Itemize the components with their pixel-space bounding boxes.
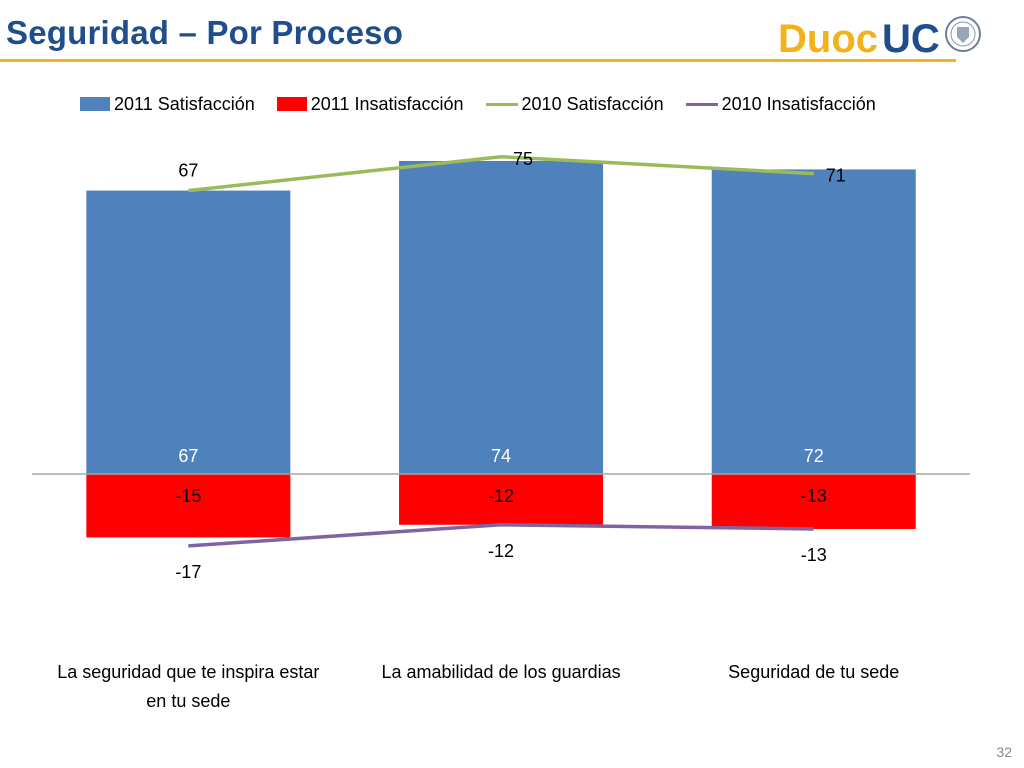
- data-label-2011-insatisfaccion: -12: [488, 486, 514, 506]
- data-label-2011-insatisfaccion: -13: [801, 486, 827, 506]
- data-label-2010-satisfaccion: 67: [178, 161, 198, 181]
- page-title: Seguridad – Por Proceso: [6, 14, 404, 51]
- data-label-2011-insatisfaccion: -15: [175, 486, 201, 506]
- data-label-2010-insatisfaccion: -13: [801, 545, 827, 565]
- legend-swatch-bar-blue: [80, 97, 110, 111]
- logo-seal-icon: [945, 16, 981, 52]
- page-number: 32: [996, 744, 1012, 760]
- data-label-2010-insatisfaccion: -17: [175, 562, 201, 582]
- title-underline: [0, 59, 956, 62]
- data-label-2010-insatisfaccion: -12: [488, 541, 514, 561]
- duoc-uc-logo: Duoc UC: [778, 16, 981, 60]
- legend-swatch-line-green: [485, 102, 518, 106]
- logo-uc-text: UC: [882, 17, 940, 60]
- bar-2011-insatisfaccion: [86, 474, 291, 538]
- legend-swatch-line-purple: [685, 102, 718, 106]
- bar-2011-satisfaccion: [399, 160, 604, 475]
- category-tick-label: La seguridad que te inspira estar: [57, 662, 319, 682]
- bar-2011-satisfaccion: [86, 190, 291, 474]
- bar-2011-insatisfaccion: [711, 474, 916, 529]
- legend-item-2011-satisfaccion: 2011 Satisfacción: [80, 94, 255, 115]
- data-label-2010-satisfaccion: 71: [826, 166, 846, 186]
- data-label-2011-satisfaccion: 67: [178, 446, 198, 466]
- bar-2011-satisfaccion: [711, 169, 916, 474]
- chart-legend: 2011 Satisfacción 2011 Insatisfacción 20…: [80, 90, 876, 118]
- data-label-2011-satisfaccion: 72: [804, 446, 824, 466]
- bar-2011-insatisfaccion: [399, 474, 604, 525]
- legend-label: 2010 Satisfacción: [521, 93, 664, 114]
- category-tick-label: en tu sede: [146, 691, 230, 711]
- legend-swatch-bar-red: [276, 97, 307, 111]
- legend-label: 2011 Insatisfacción: [310, 93, 464, 114]
- legend-label: 2010 Insatisfacción: [721, 93, 876, 114]
- data-label-2010-satisfaccion: 75: [513, 149, 533, 169]
- legend-label: 2011 Satisfacción: [114, 93, 255, 114]
- category-tick-label: Seguridad de tu sede: [728, 662, 899, 682]
- legend-item-2010-insatisfaccion: 2010 Insatisfacción: [685, 93, 876, 115]
- legend-item-2010-satisfaccion: 2010 Satisfacción: [485, 93, 664, 115]
- data-label-2011-satisfaccion: 74: [491, 446, 511, 466]
- category-tick-label: La amabilidad de los guardias: [381, 662, 620, 682]
- legend-item-2011-insatisfaccion: 2011 Insatisfacción: [276, 93, 464, 115]
- logo-duoc-text: Duoc: [778, 17, 878, 60]
- line-2010-satisfaccion: [188, 155, 814, 193]
- line-2010-insatisfaccion: [188, 523, 814, 548]
